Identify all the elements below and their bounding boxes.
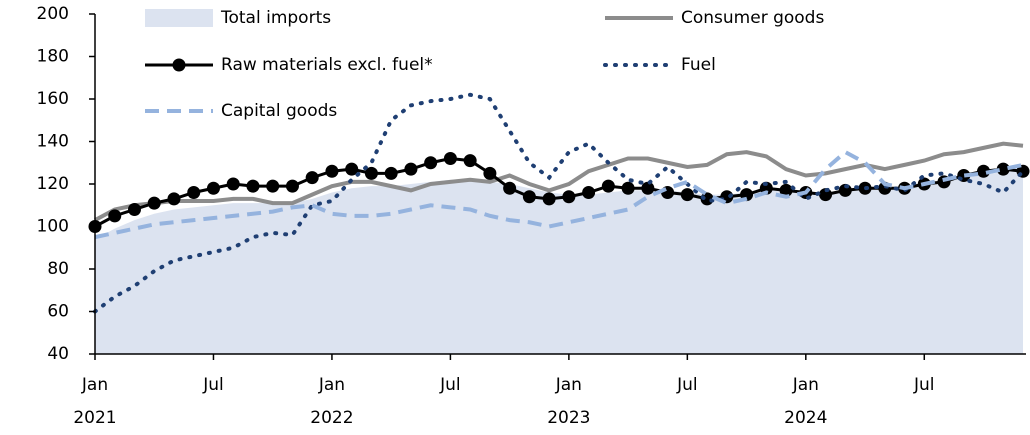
marker [522, 190, 536, 204]
marker [246, 179, 260, 193]
marker [779, 183, 793, 197]
legend-item: Consumer goods [605, 8, 824, 28]
y-tick-label: 200 [37, 4, 69, 24]
marker [424, 156, 438, 170]
legend-item: Fuel [603, 55, 716, 75]
marker [384, 166, 398, 180]
marker [226, 177, 240, 191]
year-label: 2021 [73, 408, 116, 428]
year-label: 2022 [310, 408, 353, 428]
x-tick-label: Jul [913, 375, 935, 395]
marker [483, 166, 497, 180]
marker [345, 162, 359, 176]
x-tick-label: Jul [676, 375, 698, 395]
marker [661, 186, 675, 199]
legend-label: Fuel [681, 55, 716, 75]
legend-item: Capital goods [145, 101, 337, 121]
legend-label: Consumer goods [681, 8, 824, 28]
line [93, 92, 1025, 314]
marker [167, 192, 181, 206]
marker [325, 164, 339, 178]
legend-label: Total imports [220, 8, 331, 28]
x-tick-label: Jan [318, 375, 345, 395]
marker [562, 190, 576, 204]
marker [641, 181, 655, 195]
year-label: 2023 [547, 408, 590, 428]
marker [127, 203, 141, 216]
legend-swatch [145, 9, 213, 27]
marker [621, 181, 635, 195]
marker [443, 152, 457, 165]
area [95, 167, 1023, 354]
marker [187, 186, 201, 199]
legend-label: Raw materials excl. fuel* [221, 55, 433, 75]
marker [108, 209, 122, 223]
y-tick-label: 120 [37, 174, 69, 194]
marker [147, 196, 161, 210]
x-tick-label: Jul [439, 375, 461, 395]
marker [996, 162, 1010, 176]
marker [364, 166, 378, 180]
marker [503, 181, 517, 195]
marker [680, 188, 694, 202]
y-tick-label: 80 [47, 259, 69, 279]
x-tick-label: Jan [81, 375, 108, 395]
marker [542, 192, 556, 206]
legend-item: Raw materials excl. fuel* [145, 55, 433, 75]
legend-marker [172, 58, 186, 72]
y-tick-label: 40 [47, 344, 69, 364]
x-tick-label: Jul [202, 375, 224, 395]
marker [266, 179, 280, 193]
y-tick-label: 140 [37, 132, 69, 152]
legend-item: Total imports [145, 8, 331, 28]
year-label: 2024 [784, 408, 827, 428]
marker [305, 171, 319, 185]
marker [601, 179, 615, 193]
line [94, 149, 1024, 240]
y-tick-label: 180 [37, 47, 69, 67]
marker [285, 179, 299, 193]
x-tick-label: Jan [792, 375, 819, 395]
y-tick-label: 100 [37, 217, 69, 237]
marker [463, 154, 477, 168]
legend-label: Capital goods [221, 101, 337, 121]
marker [206, 181, 220, 195]
marker [404, 162, 418, 176]
marker [582, 186, 596, 199]
y-tick-label: 160 [37, 89, 69, 109]
y-tick-label: 60 [47, 302, 69, 322]
x-tick-label: Jan [555, 375, 582, 395]
